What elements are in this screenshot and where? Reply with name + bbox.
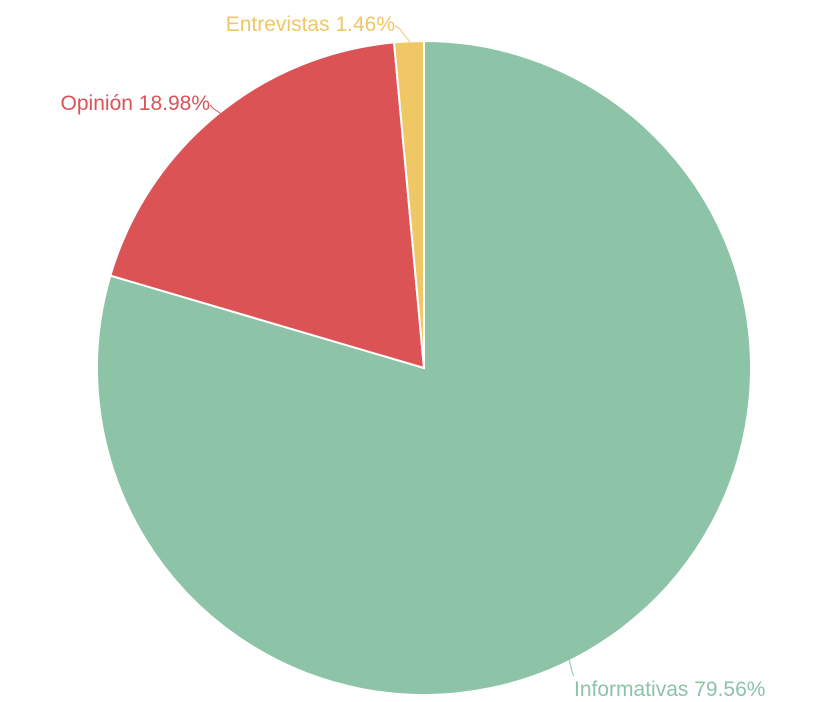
slice-labels: Informativas 79.56% Opinión 18.98% Entrevi… bbox=[61, 13, 766, 701]
slice-label-opinion: Opinión 18.98% bbox=[61, 92, 210, 115]
label-leader-lines bbox=[209, 25, 575, 677]
leader-line-opinion bbox=[209, 104, 233, 122]
pie-slices bbox=[96, 39, 752, 696]
leader-line-entrevistas bbox=[394, 25, 411, 43]
slice-label-informativas: Informativas 79.56% bbox=[574, 678, 765, 701]
leader-line-informativas bbox=[565, 644, 575, 677]
slice-label-entrevistas: Entrevistas 1.46% bbox=[226, 13, 395, 36]
pie-slice-opinion bbox=[109, 41, 426, 370]
